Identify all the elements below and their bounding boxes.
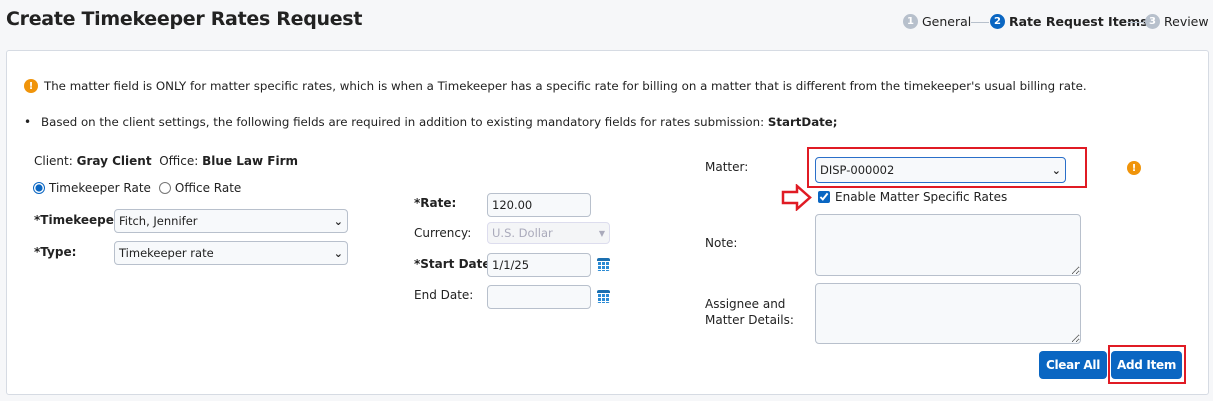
enable-matter-rates: Enable Matter Specific Rates xyxy=(818,190,1007,204)
step-label: Rate Request Items xyxy=(1009,14,1148,29)
matter-label: Matter: xyxy=(705,160,749,174)
chevron-down-icon: ⌄ xyxy=(333,214,343,228)
client-office: Client: Gray Client Office: Blue Law Fir… xyxy=(34,154,298,168)
timekeeper-label: *Timekeeper: xyxy=(34,213,125,227)
chevron-down-icon: ⌄ xyxy=(1051,163,1061,177)
type-label: *Type: xyxy=(34,245,77,259)
step-general[interactable]: 1 General xyxy=(903,14,971,29)
step-number: 3 xyxy=(1145,14,1160,29)
type-select[interactable]: Timekeeper rate ⌄ xyxy=(114,241,348,265)
note-label: Note: xyxy=(705,236,738,250)
clear-all-button[interactable]: Clear All xyxy=(1039,351,1107,379)
timekeeper-rate-radio[interactable] xyxy=(33,182,45,194)
step-label: General xyxy=(922,14,972,29)
step-number: 1 xyxy=(903,14,918,29)
warning-icon: ! xyxy=(1127,161,1141,175)
assignee-label-line2: Matter Details: xyxy=(705,313,794,327)
highlight-box xyxy=(1108,345,1186,384)
required-fields: StartDate; xyxy=(767,115,838,129)
step-connector xyxy=(1126,22,1144,23)
matter-select[interactable]: DISP-000002 ⌄ xyxy=(815,157,1066,183)
calendar-icon[interactable] xyxy=(597,258,610,271)
step-label: Review xyxy=(1164,14,1209,29)
rate-type-radios: Timekeeper Rate Office Rate xyxy=(33,181,241,195)
type-value: Timekeeper rate xyxy=(119,246,214,260)
step-connector xyxy=(971,22,989,23)
client-label: Client: xyxy=(34,154,73,168)
timekeeper-value: Fitch, Jennifer xyxy=(119,214,198,228)
add-item-button[interactable]: Add Item xyxy=(1111,351,1182,379)
client-value: Gray Client xyxy=(76,154,152,168)
office-rate-radio[interactable] xyxy=(158,182,171,194)
timekeeper-select[interactable]: Fitch, Jennifer ⌄ xyxy=(114,209,348,233)
rate-label: *Rate: xyxy=(414,196,457,210)
enable-matter-rates-label: Enable Matter Specific Rates xyxy=(835,190,1008,204)
required-note-text: Based on the client settings, the follow… xyxy=(41,115,765,129)
note-textarea[interactable] xyxy=(815,214,1081,276)
step-rate-request-items[interactable]: 2 Rate Request Items xyxy=(990,14,1148,29)
end-date-label: End Date: xyxy=(414,288,474,302)
step-number: 2 xyxy=(990,14,1005,29)
end-date-input[interactable] xyxy=(487,285,591,309)
enable-matter-rates-checkbox[interactable] xyxy=(818,191,830,203)
office-rate-label: Office Rate xyxy=(174,181,242,195)
chevron-down-icon: ⌄ xyxy=(333,246,343,260)
currency-label: Currency: xyxy=(414,226,472,240)
highlight-box xyxy=(807,147,1087,188)
arrow-right-icon xyxy=(781,184,812,211)
matter-notice: The matter field is ONLY for matter spec… xyxy=(44,79,1087,93)
matter-value: DISP-000002 xyxy=(820,163,895,177)
assignee-label: Assignee and Matter Details: xyxy=(705,296,794,328)
assignee-label-line1: Assignee and xyxy=(705,297,786,311)
office-label: Office: xyxy=(159,154,199,168)
bullet: • xyxy=(24,115,32,129)
step-review[interactable]: 3 Review xyxy=(1145,14,1209,29)
currency-select[interactable]: U.S. Dollar ▼ xyxy=(487,222,610,244)
calendar-icon[interactable] xyxy=(597,290,610,303)
required-note: Based on the client settings, the follow… xyxy=(41,115,838,129)
assignee-textarea[interactable] xyxy=(815,283,1081,344)
warning-icon: ! xyxy=(24,79,38,93)
currency-value: U.S. Dollar xyxy=(492,226,553,240)
office-value: Blue Law Firm xyxy=(202,154,298,168)
page-title: Create Timekeeper Rates Request xyxy=(6,8,363,30)
caret-down-icon: ▼ xyxy=(598,228,605,238)
start-date-input[interactable]: 1/1/25 xyxy=(487,253,591,277)
timekeeper-rate-label: Timekeeper Rate xyxy=(49,181,151,195)
rate-input[interactable]: 120.00 xyxy=(487,193,591,217)
start-date-label: *Start Date: xyxy=(414,257,496,271)
